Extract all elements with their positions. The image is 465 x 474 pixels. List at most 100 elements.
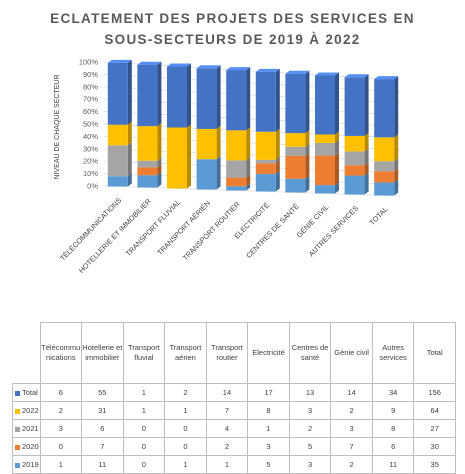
table-cell: 2: [330, 401, 373, 420]
bar-segment-2019: [285, 175, 310, 193]
bar-segment-front: [285, 155, 306, 179]
table-cell: 35: [413, 455, 456, 474]
table-cell: 1: [122, 383, 166, 402]
bar-segment-side: [275, 160, 280, 174]
bar-segment-2021: [315, 139, 339, 156]
table-cell: 3: [330, 419, 373, 438]
legend-key-cell: 2022: [12, 401, 41, 420]
bar-segment-side: [157, 61, 162, 127]
bar-segment-front: [255, 163, 276, 174]
table-cell: 3: [39, 419, 83, 438]
table-cell: 0: [122, 419, 166, 438]
table-row: Total 6 55 1 2 14 17 13 14 34 156: [12, 383, 456, 402]
bar-segment-side: [275, 170, 280, 192]
bar-segment-Total: [107, 59, 132, 125]
bar-segment-side: [157, 123, 162, 161]
table-cell: 17: [247, 383, 290, 402]
bar-segment-front: [107, 62, 128, 125]
bar-top: [285, 70, 310, 74]
bar-segment-side: [157, 172, 162, 188]
bar-segment-2020: [137, 164, 162, 176]
bar-top: [167, 63, 191, 67]
table-cell: 3: [247, 437, 290, 456]
table-cell: 2: [288, 419, 332, 438]
bar-segment-side: [364, 132, 369, 152]
bar-segment-Total: [196, 65, 221, 129]
bar-segment-2022: [344, 132, 369, 152]
bar-segment-2019: [137, 172, 162, 188]
y-tick-label: 0%: [87, 182, 98, 191]
bar-segment-front: [255, 71, 276, 132]
bar-segment-front: [285, 146, 306, 156]
bar-stack: [137, 61, 162, 188]
table-corner: [12, 322, 41, 384]
bar-segment-side: [157, 164, 162, 176]
bar-segment-2022: [196, 125, 221, 160]
bar-segment-2020: [255, 160, 280, 174]
bar-segment-2022: [226, 127, 251, 161]
bar-segment-front: [315, 142, 335, 156]
table-cell: 1: [164, 401, 207, 420]
bar-segment-side: [246, 157, 251, 178]
bar-segment-side: [305, 143, 310, 156]
table-cell: 0: [164, 419, 207, 438]
legend-label: 2022: [22, 406, 39, 415]
table-cell: 8: [247, 401, 290, 420]
bar-segment-2019: [344, 172, 369, 195]
bar-segment-front: [374, 79, 395, 138]
x-tick-label: TRANSPORT AÉRIEN: [155, 199, 212, 257]
chart-title: ECLATEMENT DES PROJETS DES SERVICES EN S…: [0, 8, 465, 50]
bar-stack: [285, 70, 310, 193]
table-header-cell: Total: [413, 322, 456, 384]
bar-segment-2020: [226, 174, 251, 187]
bar-segment-front: [285, 73, 306, 134]
table-cell: 0: [122, 437, 166, 456]
table-cell: 3: [288, 401, 332, 420]
table-cell: 7: [330, 437, 373, 456]
bar-segment-2021: [226, 157, 251, 178]
bar-segment-Total: [315, 72, 339, 135]
bar-segment-side: [275, 156, 280, 164]
bar-segment-side: [335, 152, 339, 186]
bar-segment-front: [196, 159, 217, 190]
legend-label: 2021: [22, 424, 39, 433]
bar-stacks: [107, 59, 399, 196]
table-header-cell: Transport aérien: [164, 322, 207, 384]
table-cell: 64: [413, 401, 456, 420]
y-tick-label: 100%: [79, 58, 99, 67]
table-cell: 156: [413, 383, 456, 402]
y-tick-label: 30%: [83, 144, 98, 153]
bar-top: [255, 68, 280, 72]
table-header-cell: Autres services: [371, 322, 415, 384]
table-cell: 8: [371, 419, 415, 438]
bar-segment-2021: [374, 158, 399, 172]
data-table: Télécommu nications Hotellerie et immobil…: [12, 322, 456, 474]
bar-segment-front: [285, 133, 306, 147]
table-cell: 0: [164, 437, 207, 456]
table-cell: 6: [371, 437, 415, 456]
y-axis-label: NIVEAU DE CHAQUE SECTEUR: [54, 74, 61, 179]
bar-top: [137, 61, 162, 65]
bar-segment-front: [315, 134, 335, 143]
bar-segment-side: [187, 124, 191, 189]
bar-segment-front: [344, 165, 365, 176]
table-row: 2019 1 11 0 1 1 5 3 2 11 35: [12, 455, 456, 474]
bar-segment-front: [107, 145, 128, 177]
bar-segment-Total: [344, 74, 369, 136]
table-body: Total 6 55 1 2 14 17 13 14 34 156 2022 2 31 1 1 7 8 3 2 9 64 2…: [12, 383, 456, 474]
bar-segment-side: [127, 142, 132, 177]
bar-segment-side: [127, 59, 132, 125]
table-cell: 2: [164, 383, 207, 402]
bar-segment-side: [394, 168, 399, 183]
y-tick-label: 70%: [83, 95, 98, 104]
bar-top: [315, 72, 339, 76]
table-header-cell: Electricité: [247, 322, 290, 384]
bar-segment-front: [167, 127, 187, 189]
bar-top: [226, 67, 251, 71]
table-cell: 11: [81, 455, 124, 474]
y-tick-label: 60%: [83, 107, 98, 116]
table-cell: 9: [371, 401, 415, 420]
legend-key-cell: 2019: [12, 455, 41, 474]
x-tick-label: TRANSPORT FLUVIAL: [124, 198, 183, 258]
table-cell: 6: [81, 419, 124, 438]
